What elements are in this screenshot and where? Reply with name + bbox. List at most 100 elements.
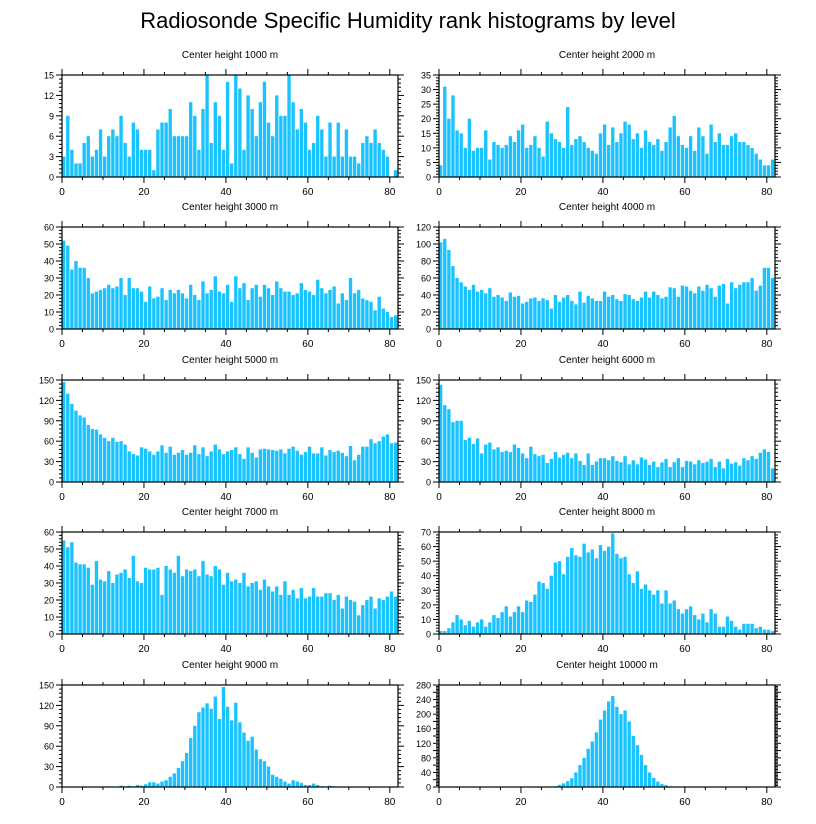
x-tick-label: 20 <box>138 644 150 655</box>
x-tick-label: 80 <box>384 797 396 808</box>
histogram-bar <box>238 722 242 787</box>
y-tick-label: 40 <box>421 571 431 581</box>
y-tick-label: 25 <box>421 100 431 110</box>
histogram-bar <box>516 448 521 482</box>
y-tick-label: 90 <box>44 416 54 426</box>
histogram-bar <box>270 774 275 787</box>
y-tick-label: 0 <box>49 478 54 488</box>
histogram-bar <box>574 139 578 177</box>
histogram-bar <box>627 464 631 482</box>
histogram-bar <box>742 623 746 634</box>
histogram-bar <box>90 293 95 329</box>
histogram-bar <box>66 547 70 634</box>
histogram-bar <box>336 450 340 482</box>
histogram-bar <box>275 281 279 329</box>
histogram-bar <box>98 289 103 329</box>
histogram-bar <box>348 156 353 177</box>
histogram-bar <box>766 267 771 329</box>
histogram-bar <box>512 142 517 177</box>
histogram-bar <box>143 784 148 787</box>
histogram-bar <box>758 626 762 634</box>
histogram-bar <box>357 289 361 329</box>
histogram-bar <box>94 560 99 634</box>
histogram-bar <box>361 446 365 482</box>
y-tick-label: 70 <box>421 528 431 538</box>
histogram-bar <box>377 598 381 634</box>
histogram-bar <box>311 453 316 482</box>
histogram-bar <box>639 457 644 482</box>
histogram-bar <box>189 738 193 787</box>
histogram-bar <box>578 136 582 177</box>
histogram-bar <box>217 115 222 177</box>
histogram-bar <box>238 88 242 177</box>
histogram-bar <box>533 136 537 177</box>
histogram-bar <box>238 454 242 482</box>
histogram-bar <box>520 612 525 634</box>
histogram-bar <box>131 454 136 482</box>
y-tick-label: 20 <box>44 291 54 301</box>
histogram-bar <box>635 133 640 177</box>
y-tick-label: 20 <box>421 114 431 124</box>
histogram-bar <box>734 288 738 329</box>
histogram-bar <box>316 115 320 177</box>
y-tick-label: 240 <box>416 695 431 705</box>
y-tick-label: 30 <box>44 762 54 772</box>
y-tick-label: 30 <box>421 457 431 467</box>
histogram-bar <box>279 778 283 787</box>
histogram-bar <box>189 452 193 482</box>
histogram-bar <box>504 144 508 177</box>
histogram-bar <box>512 444 517 482</box>
histogram-bar <box>566 556 570 634</box>
histogram-bar <box>176 767 181 787</box>
panel-title: Center height 6000 m <box>559 355 655 366</box>
histogram-bar <box>78 267 82 329</box>
histogram-bar <box>324 593 328 634</box>
histogram-bar <box>373 310 377 329</box>
histogram-bar <box>213 566 217 634</box>
histogram-bar <box>660 462 664 482</box>
histogram-bar <box>393 315 398 329</box>
histogram-bar <box>127 451 131 482</box>
histogram-bar <box>652 144 656 177</box>
histogram-bar <box>647 297 652 329</box>
histogram-bar <box>258 759 263 787</box>
histogram-bar <box>324 156 328 177</box>
histogram-bar <box>246 300 250 329</box>
histogram-bar <box>90 428 95 482</box>
histogram-bar <box>291 589 295 634</box>
histogram-bar <box>582 465 586 482</box>
histogram-bar <box>238 583 242 634</box>
histogram-bar <box>135 129 140 177</box>
histogram-bar <box>332 156 336 177</box>
histogram-bar <box>516 130 521 177</box>
histogram-bar <box>553 139 558 177</box>
histogram-bar <box>299 782 304 787</box>
histogram-bar <box>340 293 344 329</box>
histogram-bar <box>86 278 90 329</box>
histogram-bar <box>320 288 324 329</box>
histogram-bar <box>725 303 730 329</box>
histogram-bar <box>320 129 324 177</box>
histogram-bar <box>525 458 529 482</box>
x-tick-label: 60 <box>302 187 314 198</box>
histogram-panel-2: Center height 2000 m 0 20 40 60 80 0 5 10 15 20 25 3… <box>421 50 781 198</box>
histogram-bar <box>607 460 611 482</box>
histogram-bar <box>320 596 324 634</box>
histogram-bar <box>193 115 197 177</box>
histogram-bar <box>738 142 742 177</box>
histogram-bar <box>258 589 263 634</box>
histogram-bar <box>623 556 627 634</box>
histogram-bar <box>381 149 385 177</box>
y-tick-label: 60 <box>421 542 431 552</box>
x-tick-label: 80 <box>761 797 773 808</box>
histogram-bar <box>500 612 504 634</box>
histogram-bar <box>119 572 123 634</box>
histogram-bar <box>537 300 541 329</box>
histogram-bar <box>287 594 291 634</box>
y-tick-label: 60 <box>421 274 431 284</box>
histogram-bar <box>66 115 70 177</box>
histogram-bar <box>598 300 603 329</box>
histogram-bar <box>611 695 615 787</box>
histogram-bar <box>242 572 246 634</box>
y-tick-label: 30 <box>44 579 54 589</box>
